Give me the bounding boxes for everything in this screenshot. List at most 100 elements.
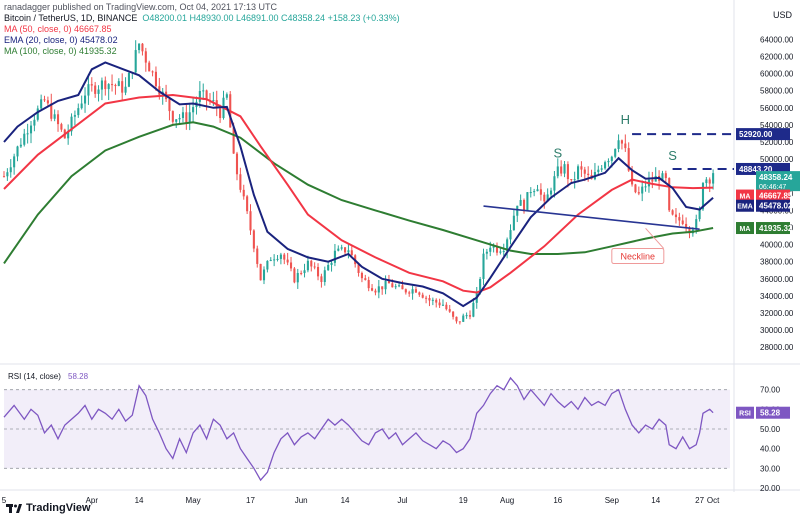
time-tick-label: 14 xyxy=(341,496,350,505)
candle xyxy=(455,316,458,322)
price-tick-label: 50000.00 xyxy=(760,155,794,164)
candle xyxy=(141,43,144,52)
candle xyxy=(698,209,701,220)
candle xyxy=(607,160,610,163)
candle xyxy=(627,148,630,171)
candle xyxy=(77,108,80,116)
rsi-tick-label: 20.00 xyxy=(760,484,781,493)
candle xyxy=(97,89,100,94)
price-tick-label: 54000.00 xyxy=(760,121,794,130)
candle xyxy=(36,108,39,120)
candle xyxy=(539,189,542,195)
candle xyxy=(401,285,404,290)
rsi-tick-label: 40.00 xyxy=(760,445,781,454)
candle xyxy=(553,176,556,191)
candle xyxy=(634,184,637,193)
candle xyxy=(202,90,205,92)
candle xyxy=(668,178,671,211)
candle xyxy=(411,289,414,294)
candle xyxy=(705,179,708,184)
candle xyxy=(276,258,279,260)
candle xyxy=(60,124,63,130)
candle xyxy=(104,80,107,90)
candle xyxy=(70,116,73,132)
left-shoulder-label: S xyxy=(553,145,562,160)
candle xyxy=(367,279,370,289)
rsi-tag: RSI xyxy=(739,411,751,418)
ohlc-values: O48200.01 H48930.00 L46891.00 C48358.24 … xyxy=(142,13,400,23)
candle xyxy=(313,266,316,268)
candle xyxy=(19,144,22,147)
label-ma100-tag-bg xyxy=(736,222,754,235)
candle xyxy=(94,85,97,94)
rsi-value-bg xyxy=(756,406,790,419)
candle xyxy=(495,245,499,253)
rsi-tick-label: 50.00 xyxy=(760,425,781,434)
candle xyxy=(198,90,201,102)
candle xyxy=(414,289,418,293)
candle xyxy=(685,223,688,228)
candle xyxy=(600,168,603,170)
time-tick-label: Oct xyxy=(707,496,720,505)
candle xyxy=(185,112,188,124)
candle xyxy=(462,315,465,322)
last-price-text: 48358.24 xyxy=(759,173,793,182)
candle xyxy=(175,119,178,122)
publisher-line: ranadagger published on TradingView.com,… xyxy=(4,2,278,12)
currency-label[interactable]: USD xyxy=(772,10,792,20)
price-tick-label: 32000.00 xyxy=(760,309,794,318)
candle xyxy=(398,285,401,287)
rsi-line xyxy=(3,376,714,482)
time-tick-label: Apr xyxy=(86,496,99,505)
candle xyxy=(526,192,529,212)
label-ma50-tag: MA xyxy=(740,194,751,201)
candle xyxy=(631,170,634,185)
candle xyxy=(340,247,343,249)
label-ema20-tag: EMA xyxy=(737,204,753,211)
price-tick-label: 60000.00 xyxy=(760,70,794,79)
ema20-line xyxy=(3,61,714,308)
candle xyxy=(387,281,390,284)
candle xyxy=(347,250,350,253)
price-tick-label: 58000.00 xyxy=(760,87,794,96)
candle xyxy=(512,215,515,231)
candle xyxy=(293,268,296,283)
candle xyxy=(637,192,640,194)
label-ma100-bg xyxy=(756,222,790,235)
candle xyxy=(509,230,512,240)
candle xyxy=(246,196,249,212)
price-tick-label: 34000.00 xyxy=(760,292,794,301)
candle xyxy=(330,262,333,265)
ema20-legend[interactable]: EMA (20, close, 0) 45478.02 xyxy=(4,35,118,45)
label-ma50-text: 46667.85 xyxy=(759,192,793,201)
candle xyxy=(438,302,441,306)
neckline-label-box xyxy=(611,248,665,265)
ma50-line xyxy=(3,93,714,294)
candle xyxy=(67,131,70,139)
candle xyxy=(107,84,110,90)
candle xyxy=(151,71,154,73)
price-tick-label: 64000.00 xyxy=(760,35,794,44)
label-ma100-text: 41935.32 xyxy=(759,224,793,233)
candle xyxy=(549,190,553,195)
ma100-legend[interactable]: MA (100, close, 0) 41935.32 xyxy=(4,46,117,56)
symbol-title: Bitcoin / TetherUS, 1D, BINANCE xyxy=(4,13,138,23)
candle xyxy=(701,183,705,210)
candle xyxy=(23,133,26,145)
ma100-line xyxy=(3,121,714,264)
ma50-legend[interactable]: MA (50, close, 0) 46667.85 xyxy=(4,24,112,34)
rsi-tick-label: 70.00 xyxy=(760,386,781,395)
time-tick-label: Aug xyxy=(500,496,514,505)
candle xyxy=(583,169,586,174)
candle xyxy=(154,71,158,87)
candle xyxy=(576,166,580,180)
candle xyxy=(83,95,87,104)
chart-legend: ranadagger published on TradingView.com,… xyxy=(4,2,400,57)
candle xyxy=(50,103,53,119)
candle xyxy=(502,251,505,253)
candle xyxy=(46,100,49,104)
candle xyxy=(269,259,272,261)
candle xyxy=(134,50,137,73)
candle xyxy=(205,90,208,101)
